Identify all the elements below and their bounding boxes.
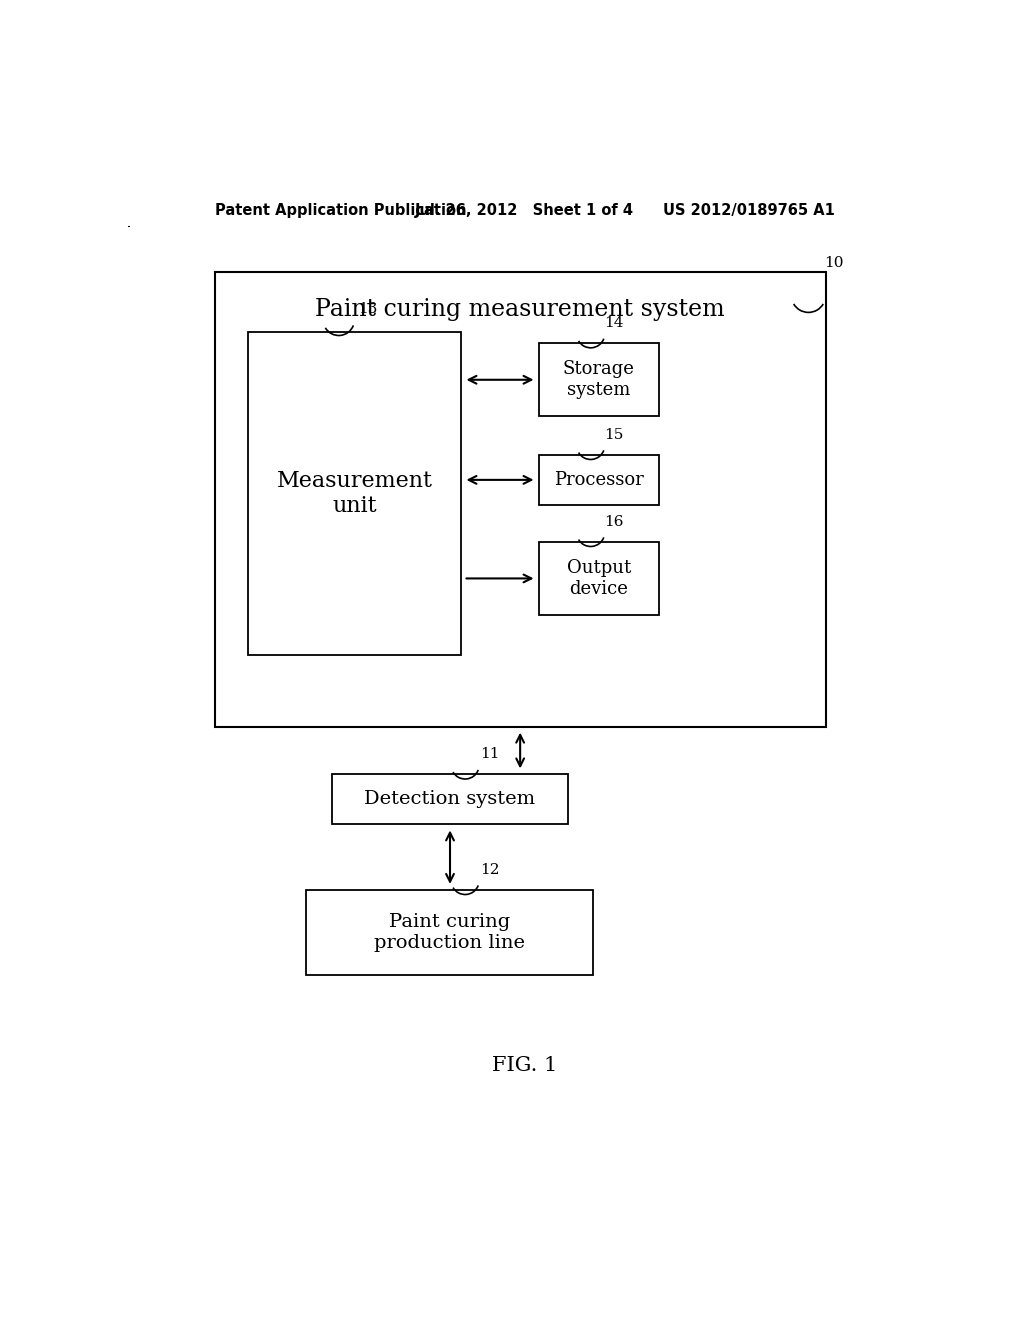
Bar <box>215 272 825 726</box>
Text: Patent Application Publication: Patent Application Publication <box>215 203 466 218</box>
Text: Detection system: Detection system <box>365 791 536 808</box>
Bar <box>539 343 658 416</box>
Text: Paint curing
production line: Paint curing production line <box>374 913 525 952</box>
Text: 15: 15 <box>604 428 624 442</box>
Text: 12: 12 <box>480 863 500 876</box>
Text: 13: 13 <box>358 301 378 315</box>
Bar <box>539 455 658 506</box>
Text: Output
device: Output device <box>566 560 631 598</box>
Text: 11: 11 <box>480 747 500 762</box>
Text: Jul. 26, 2012   Sheet 1 of 4: Jul. 26, 2012 Sheet 1 of 4 <box>416 203 634 218</box>
Text: Processor: Processor <box>554 471 644 488</box>
Bar <box>248 331 461 655</box>
Text: FIG. 1: FIG. 1 <box>493 1056 557 1074</box>
Text: 16: 16 <box>604 515 624 529</box>
Text: US 2012/0189765 A1: US 2012/0189765 A1 <box>663 203 835 218</box>
Text: 14: 14 <box>604 317 624 330</box>
Bar <box>306 890 593 974</box>
Text: Storage
system: Storage system <box>563 360 635 399</box>
Bar <box>332 775 568 825</box>
Text: Measurement
unit: Measurement unit <box>276 470 433 517</box>
Bar <box>539 543 658 615</box>
Text: Paint curing measurement system: Paint curing measurement system <box>315 298 725 321</box>
Text: 10: 10 <box>824 256 844 271</box>
